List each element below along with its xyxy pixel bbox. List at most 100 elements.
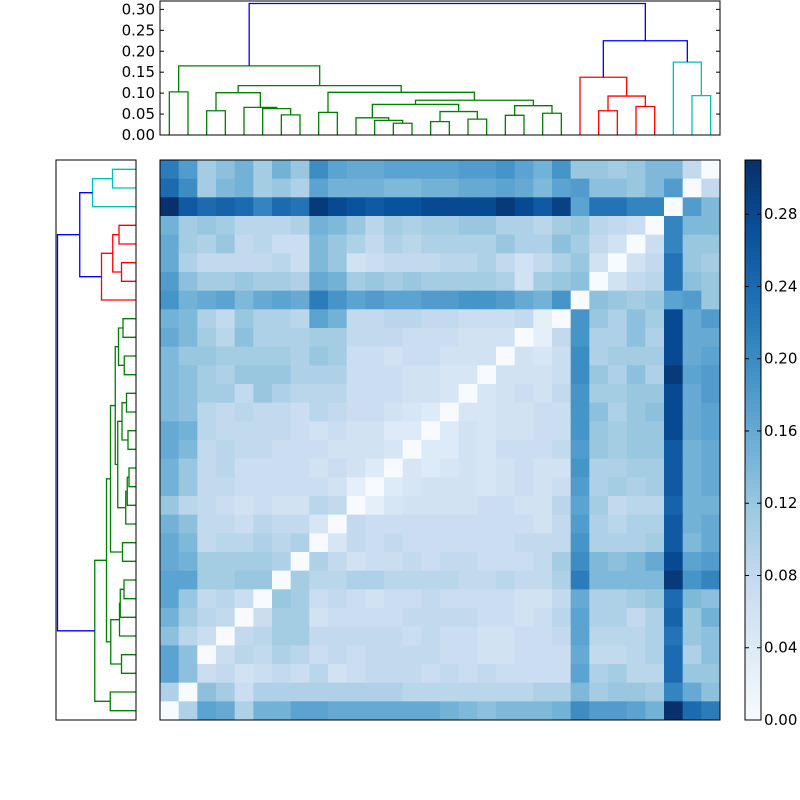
heatmap-cell <box>682 589 702 609</box>
heatmap-cell <box>458 365 478 385</box>
heatmap-cell <box>178 421 198 441</box>
heatmap-cell <box>384 253 404 273</box>
heatmap-cell <box>552 477 572 497</box>
heatmap-cell <box>272 514 292 534</box>
heatmap-cell <box>160 664 180 684</box>
heatmap-cell <box>328 328 348 348</box>
heatmap-cell <box>645 701 665 721</box>
heatmap-cell <box>216 365 236 385</box>
heatmap-cell <box>533 272 553 292</box>
heatmap-cell <box>496 234 516 254</box>
heatmap-cell <box>664 328 684 348</box>
heatmap-cell <box>309 514 329 534</box>
heatmap-cell <box>309 552 329 572</box>
heatmap-cell <box>477 253 497 273</box>
heatmap-cell <box>290 253 310 273</box>
dendrogram-link <box>635 105 656 135</box>
heatmap-cell <box>458 682 478 702</box>
heatmap-cell <box>309 440 329 460</box>
heatmap-cell <box>589 365 609 385</box>
heatmap-cell <box>701 290 721 310</box>
heatmap-cell <box>234 272 254 292</box>
heatmap-cell <box>328 253 348 273</box>
heatmap-cell <box>178 664 198 684</box>
heatmap-cell <box>234 234 254 254</box>
heatmap-cell <box>477 346 497 366</box>
heatmap-cell <box>664 477 684 497</box>
heatmap-cell <box>440 626 460 646</box>
dendrogram-link <box>119 588 136 618</box>
heatmap-cell <box>496 402 516 422</box>
heatmap-cell <box>608 514 628 534</box>
heatmap-cell <box>477 234 497 254</box>
heatmap-cell <box>384 533 404 553</box>
heatmap-cell <box>682 608 702 628</box>
heatmap-cell <box>309 160 329 180</box>
heatmap-cell <box>570 514 590 534</box>
heatmap-cell <box>272 197 292 217</box>
heatmap-cell <box>701 458 721 478</box>
colorbar-tick-label: 0.16 <box>764 422 797 440</box>
heatmap-cell <box>626 496 646 516</box>
heatmap-cell <box>701 589 721 609</box>
y-tick-label: 0.30 <box>122 0 155 18</box>
heatmap-cell <box>458 253 478 273</box>
heatmap-cell <box>346 608 366 628</box>
heatmap-cell <box>402 552 422 572</box>
heatmap-cell <box>290 197 310 217</box>
heatmap-cell <box>290 421 310 441</box>
heatmap-cell <box>477 701 497 721</box>
heatmap-cell <box>253 365 273 385</box>
heatmap-cell <box>682 514 702 534</box>
heatmap-cell <box>701 477 721 497</box>
heatmap-cell <box>253 570 273 590</box>
row-dendrogram <box>55 159 137 721</box>
heatmap-cell <box>626 608 646 628</box>
heatmap-cell <box>384 197 404 217</box>
heatmap-cell <box>477 272 497 292</box>
heatmap-cell <box>272 552 292 572</box>
heatmap-cell <box>365 645 385 665</box>
heatmap-cell <box>328 272 348 292</box>
heatmap-cell <box>645 272 665 292</box>
heatmap-cell <box>421 458 441 478</box>
heatmap-cell <box>421 197 441 217</box>
heatmap-cell <box>701 272 721 292</box>
heatmap-cell <box>178 477 198 497</box>
heatmap-cell <box>328 421 348 441</box>
heatmap-cell <box>197 664 217 684</box>
heatmap-cell <box>626 533 646 553</box>
heatmap-cell <box>346 589 366 609</box>
heatmap-cell <box>626 160 646 180</box>
heatmap-cell <box>458 440 478 460</box>
heatmap-cell <box>589 477 609 497</box>
heatmap-cell <box>234 570 254 590</box>
heatmap-cell <box>309 346 329 366</box>
heatmap-cell <box>402 160 422 180</box>
heatmap-cell <box>626 682 646 702</box>
heatmap-cell <box>664 346 684 366</box>
heatmap-cell <box>608 346 628 366</box>
heatmap-cell <box>365 160 385 180</box>
heatmap-cell <box>477 570 497 590</box>
heatmap-cell <box>458 328 478 348</box>
heatmap-cell <box>290 664 310 684</box>
heatmap-cell <box>402 496 422 516</box>
heatmap-cell <box>626 290 646 310</box>
heatmap-cell <box>384 346 404 366</box>
heatmap-cell <box>645 458 665 478</box>
heatmap-cell <box>458 346 478 366</box>
heatmap-cell <box>589 626 609 646</box>
heatmap-cell <box>197 197 217 217</box>
heatmap-cell <box>272 589 292 609</box>
heatmap-cell <box>664 160 684 180</box>
heatmap-cell <box>626 328 646 348</box>
heatmap-cell <box>608 272 628 292</box>
heatmap-cell <box>253 496 273 516</box>
heatmap-cell <box>645 216 665 236</box>
heatmap-cell <box>552 514 572 534</box>
heatmap-cell <box>309 664 329 684</box>
dendrogram-link <box>178 65 321 92</box>
heatmap-cell <box>477 309 497 329</box>
column-dendrogram-panel: 0.00 0.05 0.10 0.15 0.20 0.25 0.30 <box>0 0 800 145</box>
